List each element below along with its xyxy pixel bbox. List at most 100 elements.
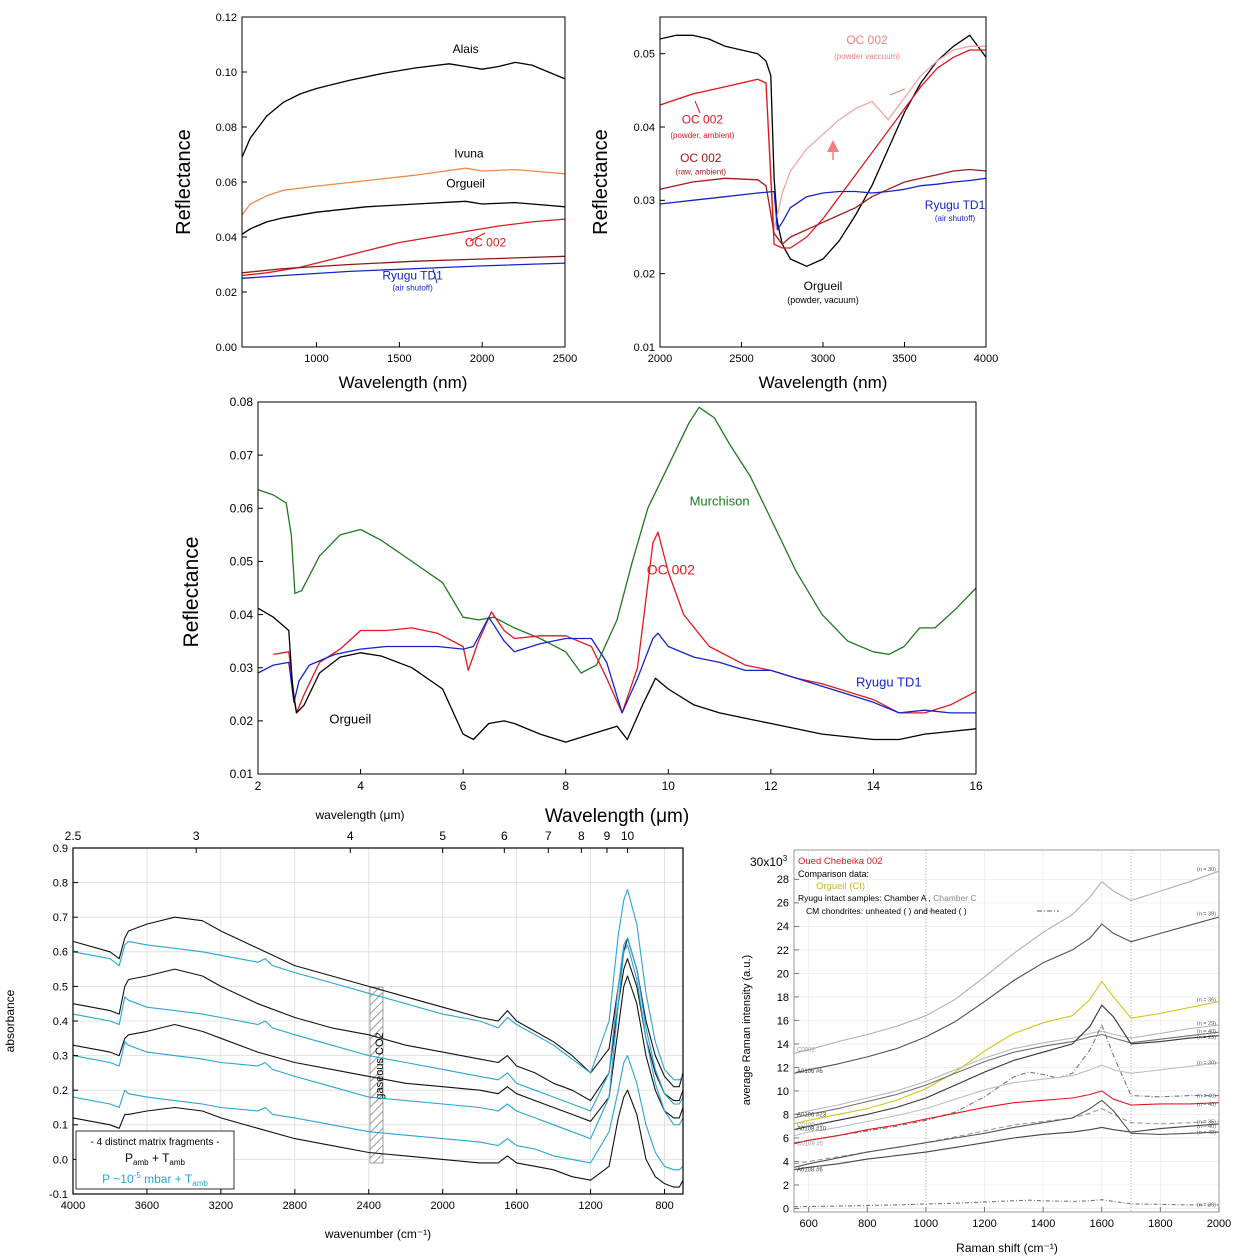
panel-d-legend-line2-main: P ~10 — [102, 1172, 134, 1186]
panel-d-x-tick-label-1: 3600 — [135, 1200, 159, 1212]
panel-a-y-tick-label-4: 0.08 — [216, 122, 237, 134]
panel-b-ambient-pointer — [694, 100, 701, 114]
panel-e-y-tick-label-12: 24 — [777, 921, 789, 933]
panel-c-x-tick-label-2: 6 — [460, 779, 467, 793]
panel-e-legend-cm-end: ) — [961, 906, 966, 916]
panel-b-x-tick-label-3: 3500 — [892, 353, 916, 365]
panel-d-legend-line1: Pamb + Tamb — [125, 1151, 185, 1167]
panel-d-x-label: wavenumber (cm⁻¹) — [324, 1227, 431, 1241]
panel-e-frame — [793, 849, 1220, 1213]
panel-c-y-tick-label-4: 0.05 — [230, 555, 254, 569]
panel-e-legend-cm-mid: ) and heated ( — [906, 906, 961, 916]
panel-e-series-line-5 — [793, 1004, 1220, 1131]
panel-e-x-tick-label-0: 600 — [799, 1218, 817, 1230]
panel-e-count-label-2: (n = 36) — [1197, 997, 1216, 1003]
panel-d-legend-line1-sub: amb — [133, 1158, 149, 1167]
panel-e-count-label-9: (n = 35) — [1197, 1120, 1216, 1126]
panel-c-y-tick-label-2: 0.03 — [230, 661, 254, 675]
panel-c-x-tick-label-1: 4 — [357, 779, 364, 793]
panel-d-legend: - 4 distinct matrix fragments - Pamb + T… — [75, 1130, 235, 1190]
panel-e-series-line-2 — [793, 981, 1220, 1125]
panel-a-x-tick-label-1: 1500 — [387, 353, 411, 365]
panel-a-series-line-4 — [241, 255, 566, 274]
panel-d-x-tick-label-0: 4000 — [61, 1200, 85, 1212]
panel-d-top-tick-label-7: 9 — [604, 829, 611, 843]
panel-d-top-tick-label-8: 10 — [621, 829, 635, 843]
panel-a-annotation-5: (air shutoff) — [392, 284, 433, 293]
panel-e-ticks: 600 800 1000 1200 1400 1600 1800 20000246810121… — [777, 874, 1231, 1230]
panel-d-series-line-6 — [72, 1055, 684, 1171]
panel-b-x-tick-label-2: 3000 — [811, 353, 835, 365]
panel-e-count-label-4: (n = 40) — [1197, 1029, 1216, 1035]
panel-c-series-line-2 — [257, 616, 976, 714]
panel-e-legend-cm: CM chondrites: unheated ( ) and heated (… — [806, 906, 967, 916]
panel-c-annotation-1: OC 002 — [647, 562, 695, 578]
panel-b-annotation-8: Orgueil — [804, 279, 843, 293]
panel-e-count-label-11: (n = 40) — [1197, 1130, 1216, 1136]
panel-e-y-label: average Raman intensity (a.u.) — [741, 955, 753, 1105]
panel-d-legend-box — [75, 1130, 235, 1190]
panel-e-y-tick-label-7: 14 — [777, 1039, 789, 1051]
panel-d-x-tick-label-3: 2800 — [283, 1200, 307, 1212]
panel-d-top-tick-label-3: 5 — [439, 829, 446, 843]
panel-b-series-line-2 — [659, 49, 986, 249]
panel-d-x-tick-label-2: 3200 — [209, 1200, 233, 1212]
panel-b-annotation-0: OC 002 — [846, 33, 888, 47]
panel-a-annotation-3: OC 002 — [465, 236, 507, 250]
panel-e-count-labels: (n = 30) (n = 39) (n = 36) (n = 29) (n = 40)… — [1197, 867, 1216, 1209]
panel-c-series-line-3 — [257, 607, 977, 743]
panel-d-top-tick-label-5: 7 — [545, 829, 552, 843]
panel-c-ticks: 2 4 6 8 10 12 14 16 0.01 0.02 0.03 0.04 0.05 0.06 0.07… — [230, 395, 983, 793]
panel-a-y-tick-label-1: 0.02 — [216, 287, 237, 299]
panel-e-count-label-7: (n = 40) — [1197, 1094, 1216, 1100]
panel-a-annotations: Alais Ivuna Orgueil OC 002 Ryugu TD1(air shu… — [382, 42, 506, 293]
panel-b-x-tick-label-4: 4000 — [974, 353, 998, 365]
panel-d-x-tick-label-7: 1200 — [578, 1200, 602, 1212]
panel-e-legend-cm-a: CM chondrites: unheated ( — [806, 906, 906, 916]
panel-a: 1000 1500 2000 2500 0.00 0.02 0.04 0.06 0.08 0.10… — [173, 12, 577, 392]
panel-b-series-line-4 — [659, 177, 987, 231]
panel-e-y-tick-label-8: 16 — [777, 1015, 789, 1027]
panel-c-x-label-small: wavelength (μm) — [315, 808, 405, 822]
panel-d-legend-line1-main: P — [125, 1151, 133, 1165]
panel-c-y-tick-label-3: 0.04 — [230, 608, 254, 622]
panel-d-ticks: 4000 3600 3200 2800 2400 2000 1600 1200 800 -0.1 0… — [49, 829, 674, 1212]
panel-d-series-line-5 — [72, 944, 684, 1140]
panel-a-y-tick-label-3: 0.06 — [216, 177, 237, 189]
panel-d-series-line-4 — [72, 975, 684, 1122]
panel-d-series-line-3 — [72, 937, 684, 1112]
panel-c-x-tick-label-4: 10 — [662, 779, 676, 793]
panel-d-legend-line1-sub2: amb — [169, 1158, 185, 1167]
panel-c-annotations: Murchison OC 002 Ryugu TD1 Orgueil — [329, 494, 921, 727]
panel-e-count-label-12: (n = 29) — [1197, 1202, 1216, 1208]
panel-e-sample-label-0: C0002 — [797, 1048, 815, 1054]
panel-e-x-tick-label-5: 1600 — [1090, 1218, 1114, 1230]
panel-e-sample-label-6: A0108 #6 — [797, 1168, 823, 1174]
panel-e-y-multiplier: 30x103 — [750, 854, 788, 869]
panel-e-series-line-6 — [793, 1024, 1219, 1144]
panel-e-sample-label-2: A0106 #23 — [797, 1112, 827, 1118]
panel-b-y-label: Reflectance — [590, 129, 612, 235]
panel-d-legend-line1-rest: + T — [149, 1151, 170, 1165]
panel-b-x-tick-label-0: 2000 — [648, 353, 672, 365]
panel-d-hatch-band — [369, 986, 384, 1164]
panel-c-x-label: Wavelength (μm) — [545, 806, 689, 827]
panel-e-x-tick-label-6: 1800 — [1148, 1218, 1172, 1230]
panel-c-y-tick-label-7: 0.08 — [230, 395, 254, 409]
panel-c-frame — [257, 401, 977, 775]
panel-b-annotation-9: (powder, vacuum) — [787, 295, 859, 305]
panel-e-legend-title: Oued Chebeika 002 — [798, 856, 883, 867]
panel-d-y-tick-label-1: 0.0 — [53, 1154, 68, 1166]
panel-c-y-label: Reflectance — [180, 537, 203, 648]
panel-e-y-tick-label-5: 10 — [777, 1086, 789, 1098]
panel-a-x-tick-label-3: 2500 — [553, 353, 577, 365]
panel-d-legend-line2: P ~10-5 mbar + Tamb — [102, 1171, 208, 1188]
panel-d-x-tick-label-4: 2400 — [357, 1200, 381, 1212]
panel-d-top-tick-label-1: 3 — [193, 829, 200, 843]
panel-e-count-label-5: (n = 23) — [1197, 1035, 1216, 1041]
panel-e-y-tick-label-1: 2 — [783, 1180, 789, 1192]
panel-e-legend-comparison: Comparison data: — [798, 869, 869, 879]
panel-d-y-tick-label-3: 0.2 — [53, 1085, 68, 1097]
panel-c-annotation-3: Orgueil — [329, 712, 371, 727]
panel-d-y-tick-label-10: 0.9 — [53, 843, 68, 855]
